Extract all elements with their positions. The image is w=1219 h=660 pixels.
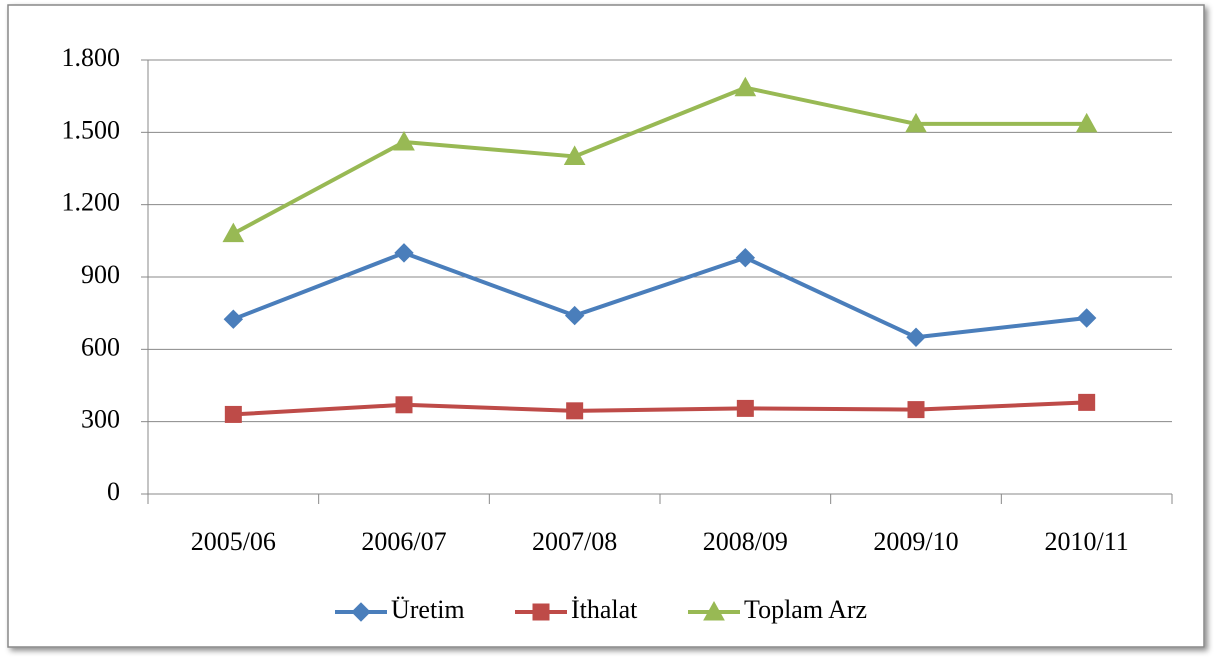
data-point — [563, 145, 586, 165]
y-tick-label: 600 — [81, 332, 120, 361]
data-point — [734, 76, 757, 97]
data-point — [223, 309, 244, 329]
x-tick-label: 2005/06 — [191, 527, 276, 556]
legend-label: Toplam Arz — [744, 595, 867, 624]
data-point — [394, 243, 414, 263]
y-tick-label: 0 — [107, 477, 120, 506]
data-point — [736, 399, 754, 417]
legend-label: Üretim — [391, 595, 465, 624]
data-point — [564, 305, 585, 326]
series-line — [232, 250, 1087, 340]
data-point — [1076, 308, 1097, 328]
x-tick-label: 2008/09 — [703, 527, 788, 556]
y-tick-label: 300 — [81, 405, 120, 434]
legend-marker — [532, 603, 550, 621]
legend-marker — [351, 602, 371, 622]
data-point — [905, 112, 927, 133]
y-tick-label: 1.500 — [62, 115, 121, 144]
data-point — [1078, 393, 1096, 411]
legend-label: İthalat — [571, 595, 638, 624]
data-point — [222, 222, 245, 243]
x-tick-label: 2006/07 — [361, 527, 446, 556]
series-line — [233, 400, 1087, 417]
y-tick-label: 900 — [81, 260, 120, 289]
y-tick-label: 1.200 — [62, 188, 121, 217]
data-point — [906, 327, 926, 347]
x-tick-label: 2010/11 — [1045, 527, 1129, 556]
x-tick-label: 2009/10 — [873, 527, 958, 556]
legend-marker — [703, 600, 725, 621]
data-point — [566, 402, 584, 420]
data-point — [224, 405, 242, 423]
data-point — [735, 248, 756, 268]
x-tick-label: 2007/08 — [532, 527, 617, 556]
y-tick-label: 1.800 — [62, 43, 121, 72]
data-point — [393, 130, 415, 151]
data-point — [395, 396, 413, 414]
data-point — [907, 401, 925, 419]
series-line — [232, 85, 1087, 236]
data-point — [1075, 112, 1098, 133]
